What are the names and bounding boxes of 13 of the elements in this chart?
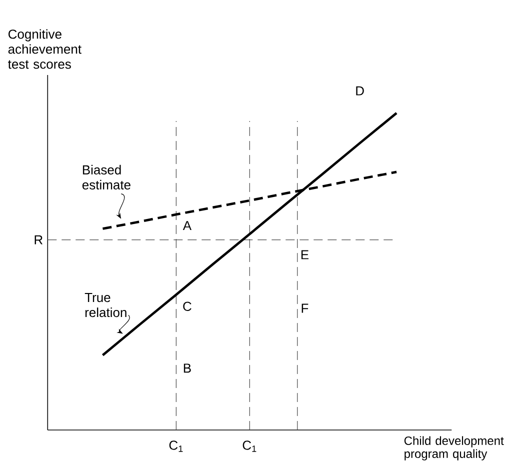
ref-line-label: R [34,235,43,244]
text: Biased estimate [82,164,130,190]
annotation: F [302,304,308,313]
x-tick-label: C$_{1}$ [169,440,183,452]
y-axis-title: Cognitive achievement test scores [8,29,82,69]
text: D [356,86,364,96]
annotation: E [301,250,308,260]
x-axis-title: Child development program quality [404,436,504,460]
series-label: True relation [84,293,126,318]
x-tick-label: C$_{1}$ [242,440,256,452]
annotation: A [182,221,192,230]
annotation: B [184,364,191,373]
annotation: C [183,302,192,311]
